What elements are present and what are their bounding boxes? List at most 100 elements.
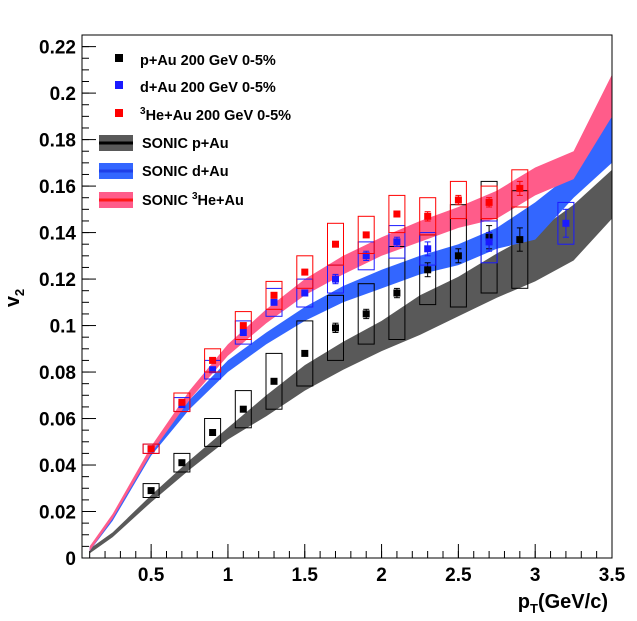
- axis-ticks: 0.5 1 1.5 2 2.5 3 3.5 0 0.02 0.04 0.06 0.08 0.1 0.12 0…: [39, 38, 626, 586]
- sys-box: [234, 390, 252, 429]
- legend-label: p+Au 200 GeV 0-5%: [140, 53, 276, 69]
- y-tick-label: 0.1: [50, 317, 77, 338]
- data-point: [516, 184, 524, 192]
- data-point: [209, 429, 217, 436]
- sys-box: [357, 241, 375, 271]
- sys-box: [357, 283, 375, 345]
- x-tick-label: 2: [376, 565, 387, 586]
- x-axis-title-sub: T: [530, 601, 538, 616]
- sys-box: [265, 352, 283, 410]
- y-axis-title-v: v: [2, 295, 24, 307]
- legend-label: SONIC p+Au: [142, 136, 229, 152]
- sys-box: [327, 222, 344, 266]
- legend: p+Au 200 GeV 0-5%d+Au 200 GeV 0-5%3He+Au…: [99, 53, 291, 209]
- legend-marker: [115, 109, 123, 117]
- sys-box: [204, 348, 222, 373]
- y-axis-title-sub: 2: [12, 289, 27, 296]
- data-point: [239, 405, 247, 413]
- y-tick-label: 0.02: [39, 503, 76, 524]
- data-point: [301, 289, 309, 297]
- data-point: [485, 198, 493, 206]
- data-point: [301, 349, 309, 357]
- sys-box: [357, 215, 375, 255]
- sys-box: [142, 443, 160, 454]
- y-tick-label: 0.12: [39, 270, 76, 291]
- legend-marker: [115, 81, 123, 89]
- legend-label-text: d+Au 200 GeV 0-5%: [140, 80, 276, 96]
- data-point: [424, 245, 432, 253]
- legend-item-4: SONIC p+Au: [99, 135, 229, 152]
- data-point: [362, 231, 370, 239]
- data-point: [209, 356, 217, 364]
- y-tick-label: 0.06: [39, 410, 76, 431]
- legend-label: SONIC 3He+Au: [142, 191, 244, 209]
- legend-item-1: p+Au 200 GeV 0-5%: [115, 53, 276, 69]
- sys-box: [511, 169, 529, 208]
- x-axis-title: pT(GeV/c): [518, 591, 608, 616]
- y-tick-label: 0.22: [39, 38, 76, 59]
- data-point: [362, 310, 370, 318]
- sys-box: [173, 452, 191, 473]
- sys-box: [204, 418, 222, 447]
- y-tick-label: 0.04: [39, 456, 76, 477]
- y-tick-label: 0.08: [39, 363, 76, 384]
- sys-box: [557, 201, 575, 245]
- sys-box: [388, 225, 406, 259]
- x-tick-label: 2.5: [445, 565, 472, 586]
- data-point: [270, 291, 278, 299]
- data-point: [516, 236, 524, 244]
- data-point: [270, 298, 278, 306]
- legend-label-sup: 3: [192, 191, 198, 202]
- legend-label: SONIC d+Au: [142, 164, 229, 180]
- legend-marker: [115, 54, 123, 62]
- data-point: [147, 445, 155, 453]
- data-point: [332, 324, 339, 332]
- data-point: [332, 275, 339, 283]
- sys-box: [419, 197, 437, 236]
- data-point: [362, 252, 370, 260]
- legend-item-3: 3He+Au 200 GeV 0-5%: [115, 106, 291, 124]
- data-point: [332, 240, 339, 248]
- data-point: [424, 266, 432, 274]
- x-axis-title-rest: (GeV/c): [538, 591, 608, 613]
- data-point: [485, 238, 493, 246]
- legend-label: 3He+Au 200 GeV 0-5%: [140, 106, 291, 124]
- legend-label-text: He+Au 200 GeV 0-5%: [146, 108, 292, 124]
- sys-box: [296, 320, 314, 387]
- plot-frame: [81, 34, 613, 559]
- data-point: [393, 289, 401, 297]
- x-tick-label: 3: [530, 565, 541, 586]
- legend-item-5: SONIC d+Au: [99, 163, 229, 180]
- axes: [81, 34, 613, 559]
- x-tick-label: 3.5: [599, 565, 626, 586]
- data-point: [454, 196, 462, 204]
- y-tick-label: 0.18: [39, 131, 76, 152]
- sys-box: [173, 392, 191, 413]
- sys-box: [265, 280, 283, 310]
- data-point: [454, 252, 462, 260]
- data-point: [147, 487, 155, 495]
- series-3he-au-200-gev-0-5: [142, 169, 529, 454]
- legend-label-prefix: SONIC: [142, 193, 192, 209]
- legend-label-text: p+Au 200 GeV 0-5%: [140, 53, 276, 69]
- sys-box: [142, 483, 160, 499]
- data-point: [178, 398, 186, 406]
- sys-box: [296, 278, 314, 308]
- sys-box: [388, 194, 406, 234]
- x-axis-title-p: p: [518, 591, 530, 613]
- y-tick-label: 0.2: [50, 84, 76, 105]
- data-point: [270, 377, 278, 385]
- y-tick-label: 0.14: [39, 224, 76, 245]
- x-tick-label: 1: [223, 565, 234, 586]
- data-point: [562, 219, 570, 227]
- series-p-au-200-gev-0-5: [142, 180, 529, 499]
- legend-label-sup: 3: [140, 106, 146, 117]
- data-point: [209, 366, 217, 374]
- legend-label-text: He+Au: [198, 193, 244, 209]
- sys-box: [449, 180, 467, 220]
- sys-box: [419, 232, 437, 266]
- sys-box: [480, 185, 498, 220]
- sys-box: [234, 311, 252, 341]
- legend-label-prefix: SONIC d+Au: [142, 164, 229, 180]
